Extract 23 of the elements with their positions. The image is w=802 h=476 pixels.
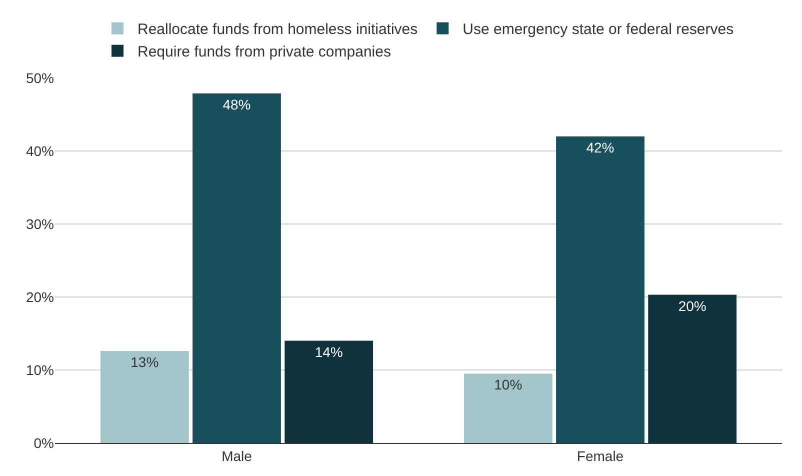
y-tick-label: 0% xyxy=(34,434,54,451)
data-label: 14% xyxy=(314,344,343,360)
data-label: 13% xyxy=(130,354,159,370)
data-label: 10% xyxy=(494,376,522,393)
data-label: 48% xyxy=(222,96,251,112)
x-tick-label: Male xyxy=(222,448,252,464)
bar xyxy=(192,93,281,443)
bar xyxy=(556,136,644,443)
x-tick-label: Female xyxy=(576,448,624,464)
bar xyxy=(464,374,552,443)
data-label: 42% xyxy=(586,139,614,156)
y-tick-label: 30% xyxy=(26,216,54,232)
y-tick-label: 40% xyxy=(26,142,54,159)
bar xyxy=(100,351,189,443)
legend-label: Use emergency state or federal reserves xyxy=(462,21,734,38)
legend-label: Require funds from private companies xyxy=(138,44,391,61)
legend-label: Reallocate funds from homeless initiatives xyxy=(138,21,418,38)
y-tick-label: 50% xyxy=(26,70,54,86)
y-tick-label: 20% xyxy=(26,288,54,305)
bar xyxy=(648,294,737,443)
bar xyxy=(284,340,374,443)
data-label: 20% xyxy=(678,298,706,314)
y-tick-label: 10% xyxy=(26,362,54,378)
